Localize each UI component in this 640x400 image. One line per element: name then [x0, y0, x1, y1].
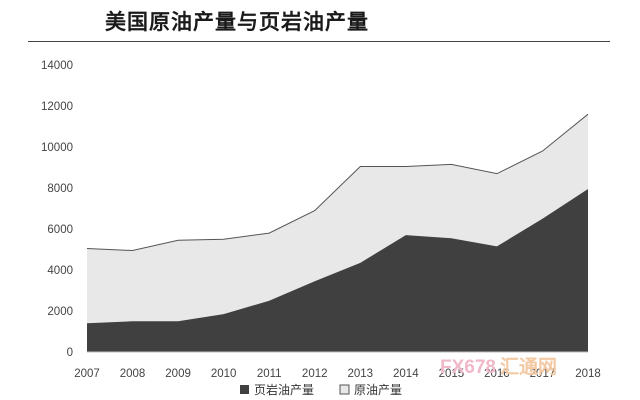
y-tick-label: 0	[67, 347, 73, 359]
x-tick-label: 2011	[257, 368, 282, 380]
series-shale-area	[87, 189, 588, 352]
y-tick-label: 2000	[47, 306, 73, 318]
chart-title: 美国原油产量与页岩油产量	[105, 9, 369, 34]
legend-label-shale: 页岩油产量	[254, 382, 314, 397]
x-tick-label: 2017	[530, 368, 556, 380]
x-tick-label: 2018	[575, 368, 601, 380]
watermark: FX678 汇通网	[440, 352, 557, 379]
x-tick-label: 2009	[165, 368, 191, 380]
series-crude-line	[86, 113, 589, 252]
x-tick-label: 2015	[439, 368, 465, 380]
x-tick-label: 2016	[484, 368, 510, 380]
watermark-cn: 汇通网	[499, 357, 557, 378]
x-tick-label: 2007	[74, 368, 100, 380]
y-tick-label: 10000	[41, 142, 73, 154]
x-tick-label: 2012	[302, 368, 328, 380]
y-tick-label: 6000	[47, 224, 73, 236]
legend-swatch-shale	[240, 385, 249, 394]
y-tick-label: 4000	[47, 265, 73, 277]
title-rule	[28, 41, 610, 42]
x-tick-label: 2008	[120, 368, 146, 380]
x-tick-label: 2013	[347, 368, 373, 380]
y-tick-label: 12000	[41, 101, 73, 113]
x-tick-label: 2010	[211, 368, 237, 380]
x-tick-label: 2014	[393, 368, 419, 380]
legend-swatch-crude	[339, 384, 350, 395]
y-tick-label: 8000	[47, 183, 73, 195]
watermark-brand: FX678	[440, 357, 496, 378]
y-tick-label: 14000	[41, 60, 73, 72]
legend-label-crude: 原油产量	[354, 383, 402, 397]
